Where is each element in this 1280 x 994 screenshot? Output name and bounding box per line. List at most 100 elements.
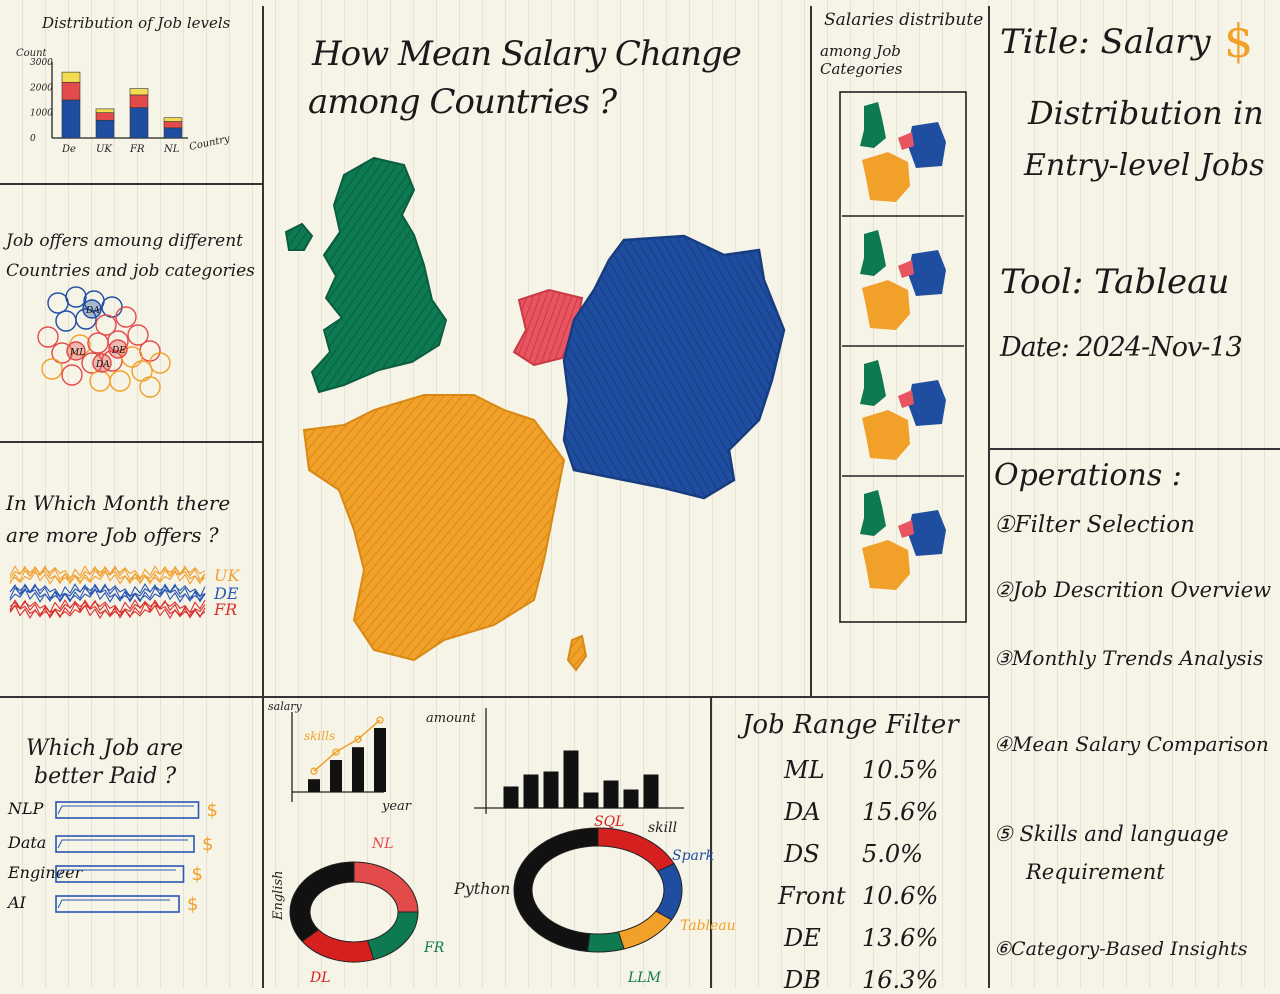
better-paid-title-2: better Paid ? xyxy=(34,764,177,789)
operation-item: ④Mean Salary Comparison xyxy=(994,732,1269,756)
skills-bar xyxy=(374,728,386,792)
map-corsica xyxy=(566,634,588,672)
bubble-label: DA xyxy=(95,360,110,370)
map-title-1: How Mean Salary Change xyxy=(312,34,742,74)
better-paid-dollar: $ xyxy=(207,800,218,821)
job-levels-bar xyxy=(163,117,183,122)
job-range-percent: 16.3% xyxy=(862,966,939,994)
monthly-panel: In Which Month there are more Job offers… xyxy=(0,443,262,696)
job-levels-category: UK xyxy=(96,144,112,155)
job-levels-tick: 1000 xyxy=(30,109,53,119)
mini-map-fr xyxy=(862,540,910,590)
map-nl xyxy=(512,288,584,367)
donut-label: LLM xyxy=(627,970,662,986)
job-levels-bar xyxy=(129,88,149,96)
mini-map-de xyxy=(908,122,946,168)
divider xyxy=(710,698,712,988)
amount-bar xyxy=(603,780,619,809)
bubble-highlight xyxy=(82,299,102,319)
donut-segment xyxy=(655,862,683,921)
bubble xyxy=(55,310,77,332)
amount-xlabel: skill xyxy=(648,820,677,836)
bubble xyxy=(89,370,111,392)
job-range-percent: 13.6% xyxy=(862,924,939,952)
donut-segment xyxy=(586,931,625,953)
divider xyxy=(0,441,262,443)
map-uk xyxy=(310,156,448,394)
info-panel: Title: Salary $ Distribution in Entry-le… xyxy=(990,0,1280,448)
job-offers-title-2: Countries and job categories xyxy=(6,261,255,281)
bubble xyxy=(109,370,131,392)
map-panel: How Mean Salary Change among Countries ? xyxy=(264,0,810,696)
operation-item: ②Job Descrition Overview xyxy=(994,578,1272,602)
bubble xyxy=(149,352,171,374)
bubble xyxy=(115,306,137,328)
job-levels-chart: Count 0 1000 2000 3000 De UK FR NL Country xyxy=(16,48,231,155)
bubble xyxy=(41,358,63,380)
job-levels-category: De xyxy=(61,144,76,155)
job-levels-bar xyxy=(61,99,81,139)
job-levels-bar xyxy=(95,112,115,121)
donut-label: Tableau xyxy=(680,918,736,934)
bubble xyxy=(101,296,123,318)
skills-ylabel: salary xyxy=(268,700,303,713)
bubble-highlight xyxy=(66,341,86,361)
bubble-highlight xyxy=(108,339,128,359)
job-range-code: DB xyxy=(784,966,821,994)
amount-bar xyxy=(503,786,519,809)
monthly-line xyxy=(9,598,206,620)
job-range-panel: Job Range Filter ML 10.5% DA 15.6% DS 5.0% Fro… xyxy=(712,698,988,994)
job-levels-tick: 2000 xyxy=(29,83,53,93)
divider xyxy=(262,6,264,988)
job-range-percent: 10.6% xyxy=(862,882,939,910)
bubble-label: ML xyxy=(69,348,85,358)
bubble xyxy=(65,286,87,308)
mini-map-nl xyxy=(898,260,914,278)
better-paid-category: NLP xyxy=(7,799,44,818)
bubble xyxy=(127,324,149,346)
operation-item: ③Monthly Trends Analysis xyxy=(994,646,1264,670)
skills-trend-point xyxy=(354,735,362,743)
skills-trend-point xyxy=(376,716,384,724)
bubble xyxy=(139,340,161,362)
mini-map-fr xyxy=(862,152,910,202)
categories-title-2: among Job Categories xyxy=(820,42,903,78)
operation-item: ①Filter Selection xyxy=(994,512,1195,538)
bubble-label: DA xyxy=(85,306,100,316)
bubble xyxy=(107,330,129,352)
better-paid-category: Engineer xyxy=(7,863,84,882)
donut-segment xyxy=(513,827,599,953)
mini-map-de xyxy=(908,510,946,556)
donut-label: FR xyxy=(423,940,445,956)
bubble xyxy=(47,292,69,314)
better-paid-fill xyxy=(57,805,194,815)
job-range-percent: 10.5% xyxy=(862,756,939,784)
mini-map-uk xyxy=(860,490,886,536)
skills-annotation: skills xyxy=(304,729,335,743)
mini-map-uk xyxy=(860,360,886,406)
job-offers-panel: Job offers amoung different Countries an… xyxy=(0,185,262,441)
divider xyxy=(0,696,990,698)
operation-item: ⑤ Skills and language xyxy=(994,822,1229,846)
bubble xyxy=(101,350,123,372)
bubble xyxy=(61,364,83,386)
mini-map-uk xyxy=(860,102,886,148)
better-paid-category: AI xyxy=(6,893,27,912)
job-range-percent: 15.6% xyxy=(862,798,939,826)
better-paid-fill xyxy=(57,839,188,849)
bubble xyxy=(51,342,73,364)
job-levels-category: NL xyxy=(163,144,180,155)
info-title-3: Entry-level Jobs xyxy=(1024,148,1265,183)
english-label: English xyxy=(271,870,286,921)
job-levels-panel: Distribution of Job levels Count 0 1000 20… xyxy=(0,0,262,183)
skills-xlabel: year xyxy=(381,799,412,814)
better-paid-fill xyxy=(57,869,176,879)
donut-label: NL xyxy=(371,836,394,852)
better-paid-bar xyxy=(55,801,200,819)
better-paid-dollar: $ xyxy=(187,894,198,915)
job-levels-bar xyxy=(163,127,183,139)
divider xyxy=(810,6,812,696)
amount-bar xyxy=(543,771,559,809)
better-paid-category: Data xyxy=(7,833,46,852)
